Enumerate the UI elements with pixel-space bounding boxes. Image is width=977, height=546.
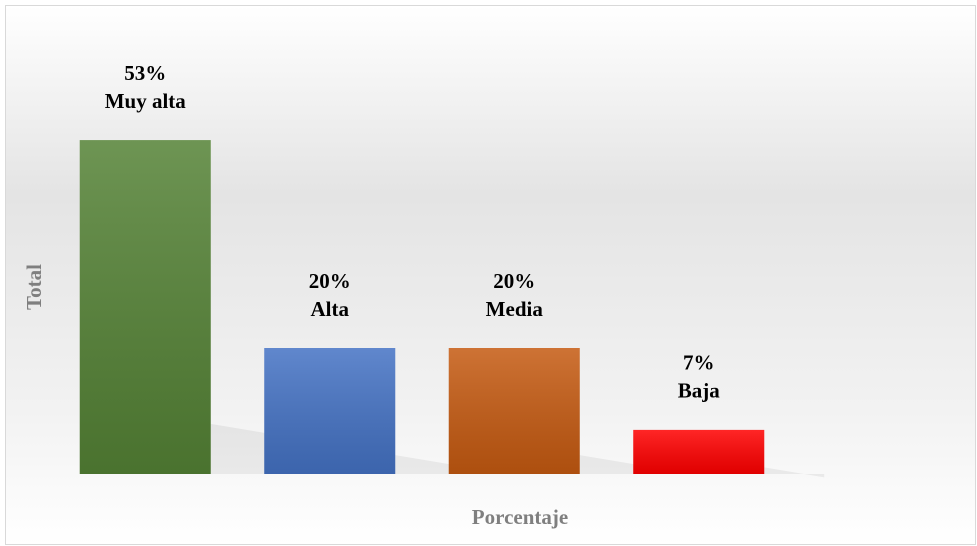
data-label: 20% [309, 269, 351, 293]
bar-shading [264, 348, 396, 474]
bar-shadow [579, 455, 640, 474]
y-axis-label: Total [22, 264, 46, 310]
data-label: 20% [493, 269, 535, 293]
category-label: Alta [311, 297, 350, 321]
bar-shadow [395, 455, 456, 474]
bar-shading [448, 348, 580, 474]
bar-shadow [764, 467, 825, 478]
bar-shading [633, 429, 765, 474]
bar-shadow [210, 423, 271, 474]
data-label: 53% [124, 61, 166, 85]
bar-shading [79, 140, 211, 474]
x-axis-label: Porcentaje [472, 505, 568, 529]
category-label: Muy alta [105, 89, 187, 113]
category-label: Media [486, 297, 544, 321]
category-label: Baja [678, 379, 721, 403]
data-label: 7% [683, 351, 715, 375]
